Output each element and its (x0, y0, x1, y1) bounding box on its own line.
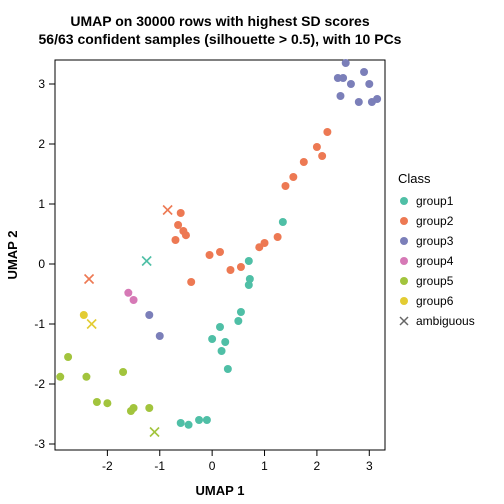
data-point (103, 399, 111, 407)
data-point (187, 278, 195, 286)
x-tick-label: 3 (366, 459, 373, 473)
data-point-x (87, 320, 96, 329)
data-point (360, 68, 368, 76)
data-point (318, 152, 326, 160)
data-point (261, 239, 269, 247)
data-point (82, 373, 90, 381)
legend-swatch (400, 277, 408, 285)
data-point (185, 421, 193, 429)
x-tick-label: 2 (314, 459, 321, 473)
data-point-x (150, 428, 159, 437)
legend-label: group1 (416, 194, 454, 208)
legend-swatch (400, 237, 408, 245)
title-line-2: 56/63 confident samples (silhouette > 0.… (39, 31, 402, 47)
data-point (177, 209, 185, 217)
data-point (313, 143, 321, 151)
data-point (64, 353, 72, 361)
data-point (218, 347, 226, 355)
y-tick-label: -3 (34, 437, 45, 451)
data-point (342, 59, 350, 67)
data-point (347, 80, 355, 88)
data-point (245, 257, 253, 265)
legend-title: Class (398, 171, 431, 186)
title-line-1: UMAP on 30000 rows with highest SD score… (70, 13, 369, 29)
data-point (216, 323, 224, 331)
legend-label: group5 (416, 274, 454, 288)
data-point-x (85, 275, 94, 284)
data-point (171, 236, 179, 244)
data-point (373, 95, 381, 103)
x-tick-label: 1 (261, 459, 268, 473)
y-tick-label: 1 (38, 197, 45, 211)
data-point (237, 263, 245, 271)
y-tick-label: -2 (34, 377, 45, 391)
y-axis-label: UMAP 2 (5, 231, 20, 280)
data-point (289, 173, 297, 181)
data-point (130, 404, 138, 412)
data-point (216, 248, 224, 256)
legend-swatch (400, 297, 408, 305)
data-point (355, 98, 363, 106)
x-tick-label: -2 (102, 459, 113, 473)
legend-label: group6 (416, 294, 454, 308)
data-point (130, 296, 138, 304)
x-tick-label: -1 (154, 459, 165, 473)
data-point (246, 275, 254, 283)
legend-swatch (400, 257, 408, 265)
data-point (221, 338, 229, 346)
data-point (119, 368, 127, 376)
data-point (281, 182, 289, 190)
data-point (226, 266, 234, 274)
data-point (156, 332, 164, 340)
data-point (56, 373, 64, 381)
data-point (234, 317, 242, 325)
y-tick-label: 2 (38, 137, 45, 151)
data-point (279, 218, 287, 226)
data-point (177, 419, 185, 427)
data-point-x (142, 257, 151, 266)
legend-label: group4 (416, 254, 454, 268)
x-axis-label: UMAP 1 (196, 483, 245, 498)
data-point (365, 80, 373, 88)
data-point (203, 416, 211, 424)
y-tick-label: 0 (38, 257, 45, 271)
legend-swatch (400, 197, 408, 205)
data-point (237, 308, 245, 316)
legend-swatch (400, 217, 408, 225)
x-tick-label: 0 (209, 459, 216, 473)
data-point (300, 158, 308, 166)
legend-label: group3 (416, 234, 454, 248)
legend-label: ambiguous (416, 314, 475, 328)
data-point (323, 128, 331, 136)
data-point-x (163, 206, 172, 215)
data-point (182, 231, 190, 239)
data-point (195, 416, 203, 424)
umap-scatter-chart: UMAP on 30000 rows with highest SD score… (0, 0, 504, 504)
data-point (93, 398, 101, 406)
y-tick-label: 3 (38, 77, 45, 91)
legend-label: group2 (416, 214, 454, 228)
data-point (224, 365, 232, 373)
data-point (174, 221, 182, 229)
data-point (274, 233, 282, 241)
data-point (124, 289, 132, 297)
y-tick-label: -1 (34, 317, 45, 331)
data-point (80, 311, 88, 319)
data-point (339, 74, 347, 82)
data-point (208, 335, 216, 343)
data-point (145, 311, 153, 319)
data-point (336, 92, 344, 100)
data-point (206, 251, 214, 259)
data-point (145, 404, 153, 412)
